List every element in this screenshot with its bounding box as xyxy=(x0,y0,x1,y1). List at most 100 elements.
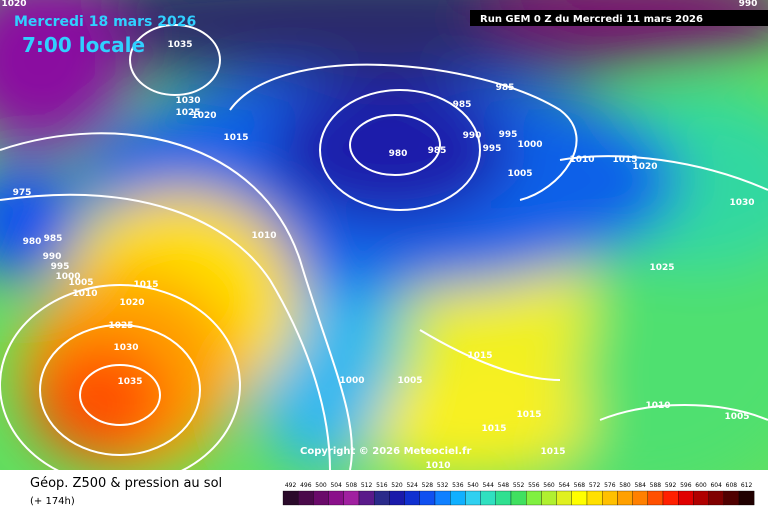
isobar-label: 1005 xyxy=(397,376,422,386)
colorbar-label: 516 xyxy=(376,482,388,489)
isobar-label: 1010 xyxy=(425,461,450,471)
isobar-label: 985 xyxy=(496,83,515,93)
colorbar-label: 592 xyxy=(665,482,677,489)
colorbar-label: 572 xyxy=(589,482,601,489)
isobar-label: 1015 xyxy=(467,351,492,361)
colorbar-swatch xyxy=(678,490,694,506)
colorbar-label: 508 xyxy=(346,482,358,489)
isobar-label: 1015 xyxy=(612,155,637,165)
colorbar-swatch xyxy=(419,490,436,506)
isobar-label: 995 xyxy=(51,262,70,272)
colorbar-label: 600 xyxy=(695,482,707,489)
colorbar-swatch xyxy=(738,490,755,506)
colorbar-label: 556 xyxy=(528,482,540,489)
isobar-label: 1005 xyxy=(724,412,749,422)
isobar-label: 1010 xyxy=(251,231,276,241)
isobar-label: 1005 xyxy=(68,278,93,288)
colorbar-swatch xyxy=(358,490,375,506)
colorbar-swatch xyxy=(434,490,451,506)
colorbar-label: 584 xyxy=(634,482,646,489)
colorbar-label: 520 xyxy=(391,482,403,489)
isobar-label: 985 xyxy=(428,146,447,156)
colorbar-swatch xyxy=(328,490,344,506)
isobar-label: 1000 xyxy=(339,376,364,386)
footer-lead: (+ 174h) xyxy=(30,496,75,507)
isobar-label: 980 xyxy=(23,237,42,247)
isobar-label: 990 xyxy=(463,131,482,141)
isobar-label: 975 xyxy=(13,188,32,198)
isobar-label: 1015 xyxy=(133,280,158,290)
isobar-label: 1030 xyxy=(113,343,138,353)
colorbar-label: 596 xyxy=(680,482,692,489)
colorbar-label: 560 xyxy=(543,482,555,489)
colorbar-swatch xyxy=(541,490,557,506)
colorbar-swatch xyxy=(571,490,588,506)
colorbar-label: 492 xyxy=(285,482,297,489)
colorbar-label: 528 xyxy=(422,482,434,489)
isobar-label: 1005 xyxy=(507,169,532,179)
isobar-label: 1030 xyxy=(175,96,200,106)
colorbar-label: 608 xyxy=(726,482,738,489)
colorbar-swatch xyxy=(647,490,664,506)
isobar-label: 1010 xyxy=(645,401,670,411)
colorbar-swatch xyxy=(298,490,314,506)
colorbar-label: 604 xyxy=(710,482,722,489)
isobar-label: 1015 xyxy=(481,424,506,434)
colorbar-label: 540 xyxy=(467,482,479,489)
colorbar-label: 504 xyxy=(330,482,342,489)
map-field xyxy=(0,0,768,470)
isobar-label: 985 xyxy=(44,234,63,244)
isobar-label: 990 xyxy=(739,0,758,9)
colorbar-label: 568 xyxy=(574,482,586,489)
colorbar-label: 576 xyxy=(604,482,616,489)
isobar-label: 1010 xyxy=(569,155,594,165)
isobar-lines xyxy=(0,24,768,470)
colorbar-label: 612 xyxy=(741,482,753,489)
isobar-label: 1015 xyxy=(516,410,541,420)
colorbar-label: 536 xyxy=(452,482,464,489)
colorbar-swatch xyxy=(374,490,390,506)
isobar-label: 1035 xyxy=(117,377,142,387)
isobar-label: 990 xyxy=(43,252,62,262)
isobar-label: 1015 xyxy=(540,447,565,457)
isobar-label: 995 xyxy=(499,130,518,140)
copyright: Copyright © 2026 Meteociel.fr xyxy=(300,446,471,457)
colorbar-swatch xyxy=(617,490,633,506)
colorbar-label: 532 xyxy=(437,482,449,489)
colorbar-swatch xyxy=(586,490,603,506)
isobar-label: 995 xyxy=(483,144,502,154)
colorbar-swatch xyxy=(465,490,481,506)
colorbar-swatch xyxy=(282,490,299,506)
colorbar-label: 524 xyxy=(406,482,418,489)
colorbar-swatch xyxy=(602,490,618,506)
forecast-time: 7:00 locale xyxy=(22,33,145,57)
isobar-label: 1000 xyxy=(55,272,80,282)
isobar-label: 1020 xyxy=(1,0,26,9)
colorbar-label: 496 xyxy=(300,482,312,489)
colorbar-label: 580 xyxy=(619,482,631,489)
colorbar-swatch xyxy=(723,490,740,506)
isobar-label: 1025 xyxy=(649,263,674,273)
run-info: Run GEM 0 Z du Mercredi 11 mars 2026 xyxy=(480,14,703,25)
colorbar-swatch xyxy=(389,490,405,506)
colorbar-swatch xyxy=(556,490,572,506)
colorbar-swatch xyxy=(450,490,466,506)
isobar-label: 980 xyxy=(389,149,408,159)
colorbar-swatch xyxy=(632,490,648,506)
footer-title: Géop. Z500 & pression au sol xyxy=(30,476,222,491)
isobar-label: 1000 xyxy=(517,140,542,150)
colorbar-swatch xyxy=(510,490,527,506)
forecast-date: Mercredi 18 mars 2026 xyxy=(14,14,196,30)
isobar-label: 1020 xyxy=(632,162,657,172)
colorbar-swatch xyxy=(404,490,420,506)
colorbar-label: 552 xyxy=(513,482,525,489)
isobar-label: 1025 xyxy=(175,108,200,118)
colorbar-swatch xyxy=(480,490,496,506)
isobar-label: 1015 xyxy=(223,133,248,143)
colorbar-swatch xyxy=(343,490,360,506)
isobar-label: 1010 xyxy=(72,289,97,299)
colorbar-label: 564 xyxy=(558,482,570,489)
colorbar-swatch xyxy=(693,490,709,506)
